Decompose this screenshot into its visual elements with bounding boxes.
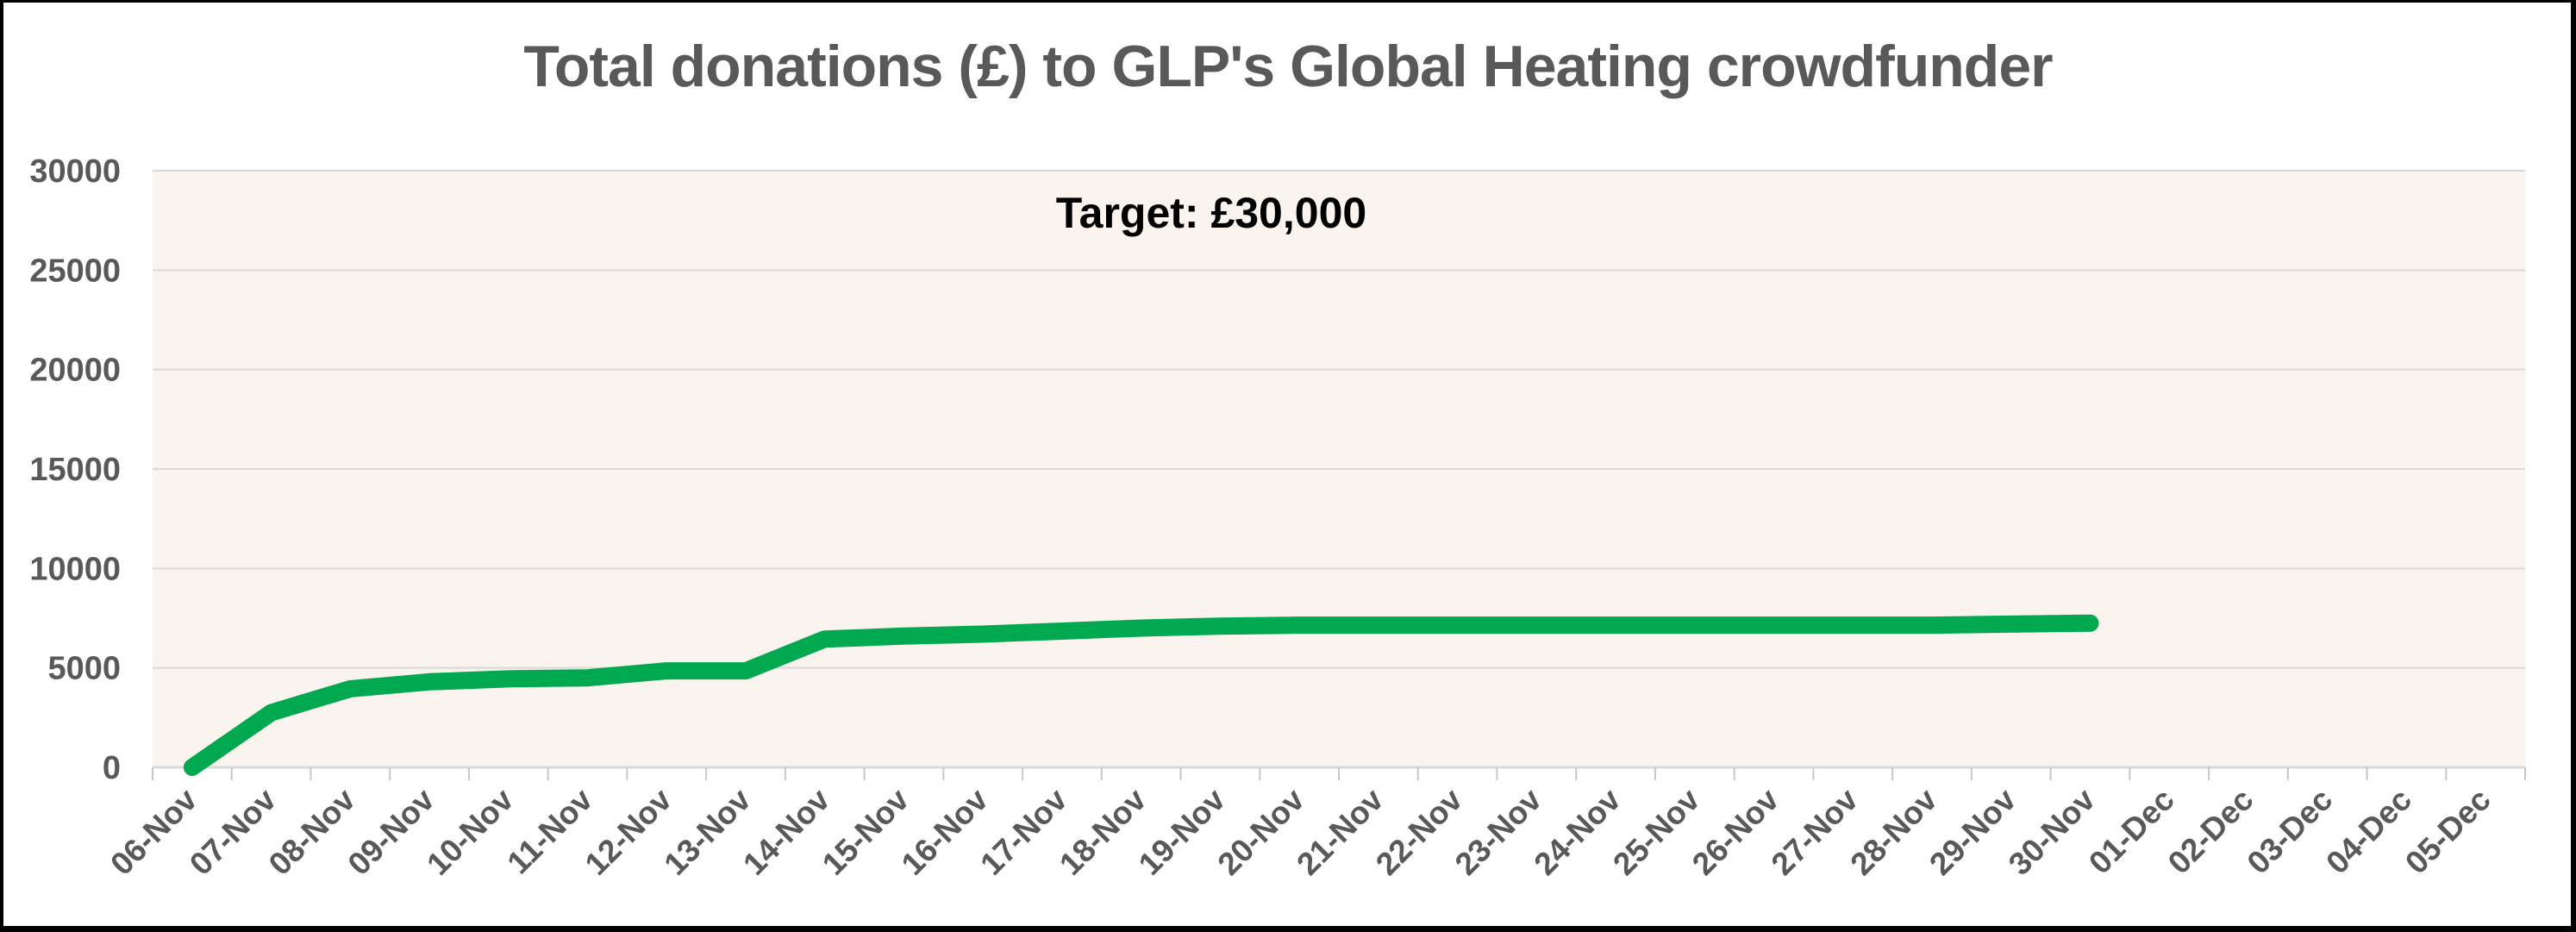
y-axis-label: 5000 <box>47 651 121 687</box>
y-axis-label: 0 <box>103 750 121 786</box>
x-axis-label: 07-Nov <box>183 781 284 882</box>
x-axis-label: 18-Nov <box>1053 781 1154 882</box>
x-axis-label: 29-Nov <box>1923 781 2023 882</box>
x-axis-label: 16-Nov <box>895 781 996 882</box>
x-axis-label: 13-Nov <box>657 781 758 882</box>
y-axis-label: 25000 <box>29 253 121 289</box>
x-axis-label: 20-Nov <box>1211 781 1312 882</box>
x-axis-label: 27-Nov <box>1765 781 1866 882</box>
x-axis-label: 21-Nov <box>1290 781 1391 882</box>
x-axis-label: 30-Nov <box>2002 781 2103 882</box>
x-axis-label: 11-Nov <box>500 781 599 880</box>
x-axis-label: 03-Dec <box>2241 782 2340 881</box>
x-axis-label: 06-Nov <box>103 781 204 882</box>
x-axis-label: 24-Nov <box>1527 781 1628 882</box>
x-axis-label: 25-Nov <box>1606 781 1707 882</box>
y-axis-label: 15000 <box>29 452 121 488</box>
x-axis-label: 19-Nov <box>1132 781 1233 882</box>
x-axis-label: 22-Nov <box>1369 781 1470 882</box>
x-axis-label: 10-Nov <box>420 781 521 882</box>
x-axis-label: 08-Nov <box>262 781 363 882</box>
y-axis-label: 10000 <box>29 551 121 587</box>
target-annotation: Target: £30,000 <box>1055 189 1367 237</box>
x-axis-label: 12-Nov <box>578 781 679 882</box>
x-axis-label: 01-Dec <box>2082 782 2181 881</box>
x-axis <box>152 766 2526 780</box>
series-line <box>183 614 2099 776</box>
x-axis-label: 05-Dec <box>2398 782 2498 881</box>
x-axis-label: 26-Nov <box>1685 781 1786 882</box>
x-axis-label: 14-Nov <box>736 781 837 882</box>
x-axis-labels: 06-Nov07-Nov08-Nov09-Nov10-Nov11-Nov12-N… <box>103 781 2498 882</box>
x-axis-label: 09-Nov <box>341 781 441 882</box>
x-axis-label: 28-Nov <box>1843 781 1944 882</box>
x-axis-label: 17-Nov <box>973 781 1074 882</box>
x-axis-label: 02-Dec <box>2161 782 2260 881</box>
y-axis-label: 20000 <box>29 353 121 389</box>
chart-title: Total donations (£) to GLP's Global Heat… <box>523 34 2053 99</box>
y-axis-label: 30000 <box>29 153 121 190</box>
y-axis-labels: 0 5000 10000 15000 20000 25000 30000 <box>29 153 121 786</box>
x-axis-label: 04-Dec <box>2319 782 2418 881</box>
x-axis-label: 23-Nov <box>1448 781 1549 882</box>
x-axis-label: 15-Nov <box>816 781 916 882</box>
gridlines <box>153 170 2525 669</box>
